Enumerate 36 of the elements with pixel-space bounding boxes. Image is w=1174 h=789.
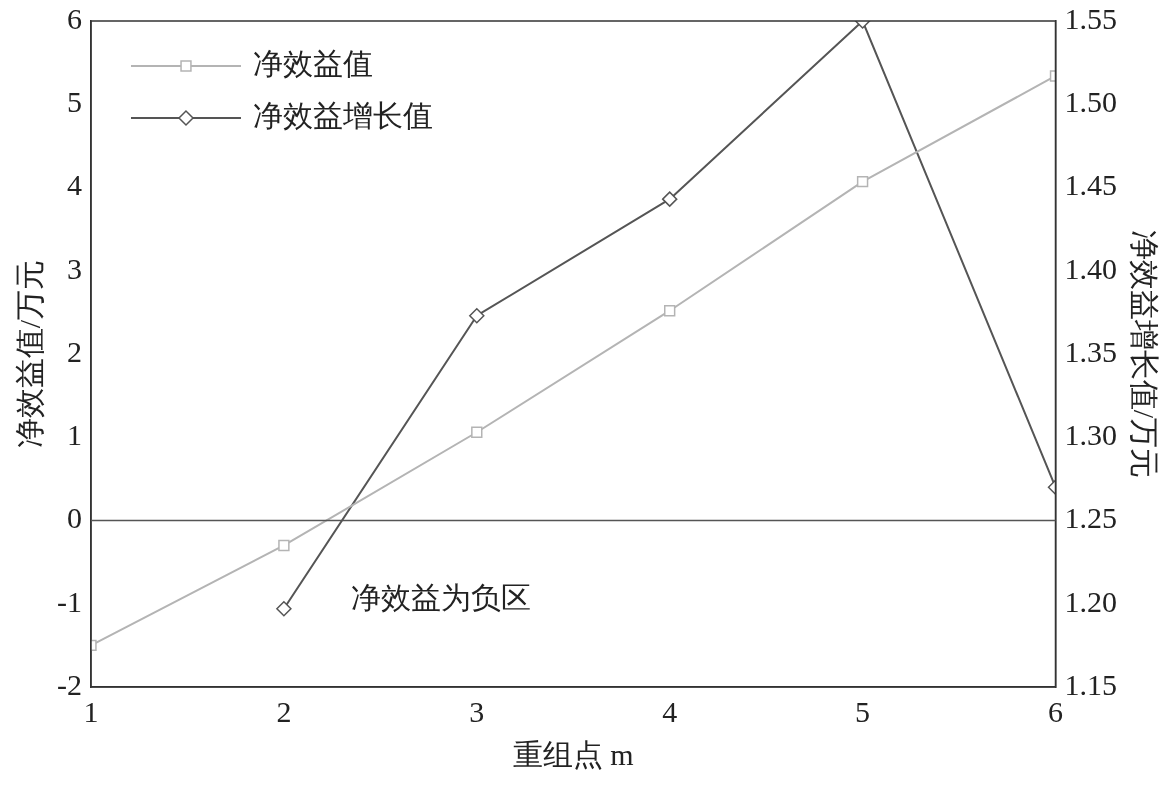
y2-tick-label: 1.40 [1064,251,1117,285]
y-axis-title: 净效益值/万元 [12,259,46,449]
annotation: 净效益为负区 [351,581,532,615]
x-axis-title: 重组点 m [512,737,634,771]
y2-tick-label: 1.30 [1064,418,1117,452]
point [664,305,676,317]
x-tick-label: 2 [276,694,292,728]
point [856,175,869,188]
y-tick-label: 4 [66,168,82,202]
point [278,539,290,552]
y-tick-label: 2 [66,334,82,368]
point [471,426,483,438]
y-tick-label: -1 [56,584,82,618]
x-tick-label: 3 [469,694,485,728]
point [661,191,678,207]
y2-tick-label: 1.45 [1064,168,1117,202]
y2-tick-label: 1.15 [1064,667,1117,701]
y-tick-label: 5 [66,85,82,119]
y2-tick-label: 1.55 [1064,1,1117,35]
y-tick-label: -2 [56,667,82,701]
y2-tick-label: 1.35 [1064,334,1117,368]
x-tick-label: 4 [662,694,678,728]
x-tick-label: 5 [855,694,871,728]
legend-label: 净效益值 [252,46,373,80]
point [469,307,485,324]
y-tick-label: 1 [66,418,82,452]
y2-tick-label: 1.50 [1064,85,1117,119]
legend-label: 净效益增长值 [252,98,433,132]
y2-tick-label: 1.20 [1064,584,1117,618]
y2-tick-label: 1.25 [1064,501,1117,535]
y-tick-label: 3 [66,251,82,285]
y-tick-label: 0 [66,501,82,535]
y2-axis-title: 净效益增长值/万元 [1128,229,1162,479]
y-tick-label: 6 [66,1,82,35]
point [276,601,292,617]
x-tick-label: 6 [1048,694,1063,728]
